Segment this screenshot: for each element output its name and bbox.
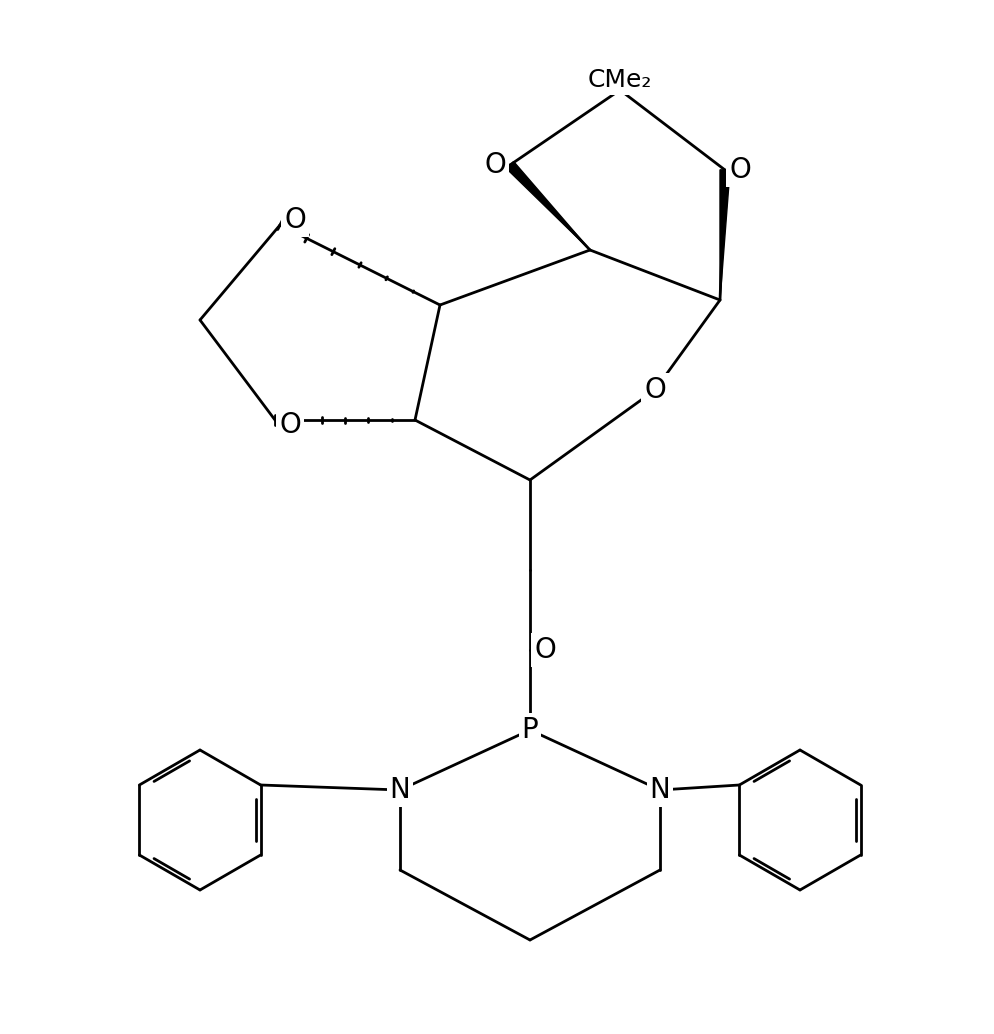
Text: O: O [484,151,506,179]
Text: O: O [534,636,556,664]
Text: P: P [522,716,539,744]
Text: O: O [279,410,301,439]
Text: N: N [390,776,411,804]
Text: CMe₂: CMe₂ [587,68,652,92]
Polygon shape [506,161,590,250]
Text: O: O [730,156,750,184]
Polygon shape [720,170,730,300]
Text: O: O [284,206,306,234]
Text: N: N [650,776,670,804]
Text: O: O [644,376,666,404]
